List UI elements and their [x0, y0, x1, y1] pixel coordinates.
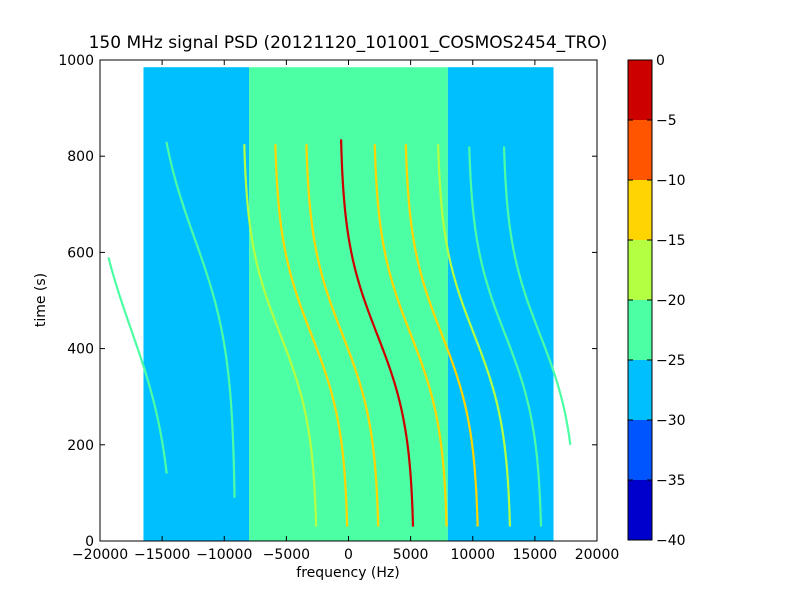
x-tick-label: 20000 [575, 547, 620, 563]
colorbar: 0 −5 −10 −15 −20 −25 −30 −35 −40 [627, 53, 686, 549]
signal-trace [373, 144, 448, 527]
heatmap-region [447, 67, 554, 541]
y-tick-label: 800 [67, 149, 94, 165]
signal-trace [107, 256, 168, 474]
x-tick-label: −20000 [72, 547, 128, 563]
colorbar-segment [628, 360, 652, 420]
colorbar-segment [628, 180, 652, 240]
x-tick-label: 15000 [513, 547, 558, 563]
colorbar-tick-label: −10 [656, 173, 686, 189]
x-tick-label: −15000 [134, 547, 190, 563]
colorbar-tick-label: −5 [656, 113, 677, 129]
colorbar-tick-label: −25 [656, 353, 686, 369]
y-tick-label: 200 [67, 438, 94, 454]
signal-trace [437, 144, 512, 527]
colorbar-tick-label: 0 [656, 53, 665, 69]
x-tick-label: −5000 [263, 547, 310, 563]
colorbar-tick-label: −40 [656, 533, 686, 549]
y-axis: 0 200 400 600 800 1000 [58, 53, 597, 550]
colorbar-tick-label: −15 [656, 233, 686, 249]
y-axis-label: time (s) [33, 273, 49, 327]
x-tick-label: 10000 [450, 547, 495, 563]
signal-trace [274, 144, 349, 527]
x-tick-label: 5000 [393, 547, 429, 563]
heatmap-region [143, 67, 250, 541]
heatmap-region [249, 67, 448, 541]
y-tick-label: 400 [67, 342, 94, 358]
signal-trace [468, 146, 543, 527]
signal-trace [339, 139, 415, 527]
colorbar-segment [628, 420, 652, 480]
colorbar-tick-label: −20 [656, 293, 686, 309]
signal-trace [502, 146, 572, 445]
x-tick-label: −10000 [196, 547, 252, 563]
x-tick-label: 0 [344, 547, 353, 563]
y-tick-label: 600 [67, 245, 94, 261]
y-tick-label: 1000 [58, 53, 94, 69]
colorbar-tick-label: −35 [656, 473, 686, 489]
colorbar-segment [628, 60, 652, 120]
chart-title: 150 MHz signal PSD (20121120_101001_COSM… [89, 33, 608, 53]
colorbar-segment [628, 480, 652, 540]
colorbar-segment [628, 240, 652, 300]
signal-trace [243, 144, 318, 527]
signal-trace [165, 141, 236, 498]
colorbar-segment [628, 300, 652, 360]
colorbar-segment [628, 120, 652, 180]
y-tick-label: 0 [85, 534, 94, 550]
x-axis: −20000 −15000 −10000 −5000 0 5000 10000 15000 20… [72, 60, 619, 563]
heatmap-area [107, 67, 572, 541]
x-axis-label: frequency (Hz) [296, 565, 399, 581]
signal-trace [305, 144, 380, 527]
signal-trace [404, 144, 479, 527]
colorbar-tick-label: −30 [656, 413, 686, 429]
